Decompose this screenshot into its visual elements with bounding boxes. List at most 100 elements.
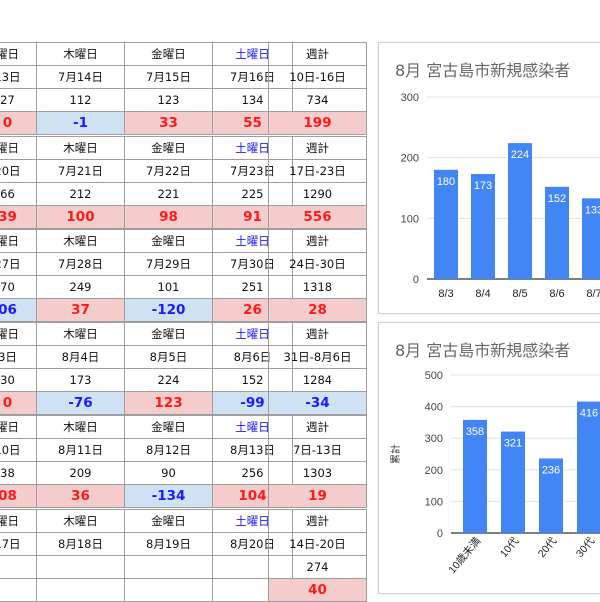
x-tick-label: 10代 — [498, 535, 522, 560]
total-count: 1303 — [268, 461, 367, 485]
table-row: 週計 — [268, 136, 367, 160]
table-row — [0, 578, 293, 602]
diff-cell: 08 — [0, 484, 37, 508]
count-cell: 212 — [36, 182, 125, 206]
weekday-header: 金曜日 — [124, 509, 213, 533]
bar-value-label: 173 — [474, 180, 492, 192]
table-row: 週計 — [268, 229, 367, 253]
weekday-header: 曜日 — [0, 322, 37, 346]
x-tick-label: 10歳未満 — [446, 535, 483, 576]
table-row: 0 -76 123 -99 — [0, 391, 293, 415]
count-cell: 101 — [124, 275, 213, 299]
diff-cell: -76 — [36, 391, 125, 415]
x-tick-label: 8/4 — [475, 288, 490, 300]
table-row: 734 — [268, 88, 367, 112]
diff-cell: 39 — [0, 205, 37, 229]
y-tick-label: 0 — [437, 528, 443, 540]
weekday-header: 木曜日 — [36, 229, 125, 253]
total-range: 24日-30日 — [268, 252, 367, 276]
week-table: 曜日木曜日金曜日土曜日20日7月21日7月22日7月23日66212221225… — [0, 136, 293, 229]
weekday-header: 金曜日 — [124, 415, 213, 439]
weekday-header: 曜日 — [0, 415, 37, 439]
weekday-header: 金曜日 — [124, 322, 213, 346]
table-row: 週計 — [268, 322, 367, 346]
table-row: 38 209 90 256 — [0, 461, 293, 485]
y-tick-label: 300 — [425, 433, 443, 445]
total-range: 31日-8月6日 — [268, 345, 367, 369]
week-total-table: 週計 10日-16日 734 199 — [268, 42, 367, 135]
table-row: 66 212 221 225 — [0, 182, 293, 206]
table-row: 0 -1 33 55 — [0, 111, 293, 135]
y-tick-label: 400 — [425, 402, 443, 414]
weekday-header: 曜日 — [0, 136, 37, 160]
table-row: 17日8月18日8月19日8月20日 — [0, 532, 293, 556]
table-row: 391009891 — [0, 205, 293, 229]
weekday-header: 曜日 — [0, 229, 37, 253]
count-cell: 224 — [124, 368, 213, 392]
x-tick-label: 30代 — [574, 535, 598, 560]
week-total-table: 週計 14日-20日 274 40 — [268, 509, 367, 602]
chart-title: 8月 宮古島市新規感染者 — [395, 61, 571, 80]
diff-cell: 06 — [0, 298, 37, 322]
diff-cell: -1 — [36, 111, 125, 135]
table-row: 曜日木曜日金曜日土曜日 — [0, 322, 293, 346]
weekday-header: 金曜日 — [124, 229, 213, 253]
bar-value-label: 224 — [511, 149, 529, 161]
weekday-header: 木曜日 — [36, 136, 125, 160]
chart-card-daily: 8月 宮古島市新規感染者 0 100 200 300 180 8/3 173 8/4 224 8/… — [378, 42, 600, 314]
date-cell: 7月29日 — [124, 252, 213, 276]
table-row: 1318 — [268, 275, 367, 299]
bar — [577, 401, 600, 533]
x-tick-label: 8/5 — [512, 288, 527, 300]
date-cell: 7月22日 — [124, 159, 213, 183]
bar-value-label: 180 — [437, 176, 455, 188]
date-cell: 10日 — [0, 438, 37, 462]
weekday-header: 木曜日 — [36, 42, 125, 66]
total-range: 14日-20日 — [268, 532, 367, 556]
date-cell: 3日 — [0, 345, 37, 369]
count-cell: 209 — [36, 461, 125, 485]
total-range: 7日-13日 — [268, 438, 367, 462]
bar — [471, 174, 495, 279]
table-row: 20日7月21日7月22日7月23日 — [0, 159, 293, 183]
diff-cell — [0, 578, 37, 602]
count-cell: 123 — [124, 88, 213, 112]
diff-cell: -134 — [124, 484, 213, 508]
date-cell: 13日 — [0, 65, 37, 89]
table-row: 1290 — [268, 182, 367, 206]
table-row: 31日-8月6日 — [268, 345, 367, 369]
count-cell: 173 — [36, 368, 125, 392]
y-tick-label: 100 — [425, 496, 443, 508]
week-table: 曜日木曜日金曜日土曜日27日7月28日7月29日7月30日70249101251… — [0, 229, 293, 322]
total-diff: 40 — [268, 578, 367, 602]
bar-value-label: 236 — [542, 464, 560, 476]
weekday-header: 金曜日 — [124, 42, 213, 66]
table-row: 曜日木曜日金曜日土曜日 — [0, 415, 293, 439]
date-cell: 7月28日 — [36, 252, 125, 276]
total-diff: 19 — [268, 484, 367, 508]
table-row: -34 — [268, 391, 367, 415]
bar — [463, 419, 487, 533]
date-cell: 7月15日 — [124, 65, 213, 89]
y-tick-label: 200 — [401, 153, 419, 165]
y-tick-label: 0 — [413, 274, 419, 286]
date-cell: 7月21日 — [36, 159, 125, 183]
table-row: 週計 — [268, 509, 367, 533]
daily-cases-chart: 0 100 200 300 180 8/3 173 8/4 224 8/5 152 8/6 133 8/7 — [401, 92, 600, 300]
count-cell: 221 — [124, 182, 213, 206]
week-total-table: 週計 7日-13日 1303 19 — [268, 415, 367, 508]
table-row: 1303 — [268, 461, 367, 485]
date-cell: 27日 — [0, 252, 37, 276]
bar-value-label: 358 — [466, 426, 484, 438]
bar — [582, 198, 600, 279]
date-cell: 8月12日 — [124, 438, 213, 462]
diff-cell — [124, 578, 213, 602]
week-table: 曜日木曜日金曜日土曜日17日8月18日8月19日8月20日 — [0, 509, 293, 602]
total-range: 10日-16日 — [268, 65, 367, 89]
diff-cell: 123 — [124, 391, 213, 415]
total-count: 1318 — [268, 275, 367, 299]
date-cell: 20日 — [0, 159, 37, 183]
table-row: 10日-16日 — [268, 65, 367, 89]
table-row: 27 112 123 134 — [0, 88, 293, 112]
